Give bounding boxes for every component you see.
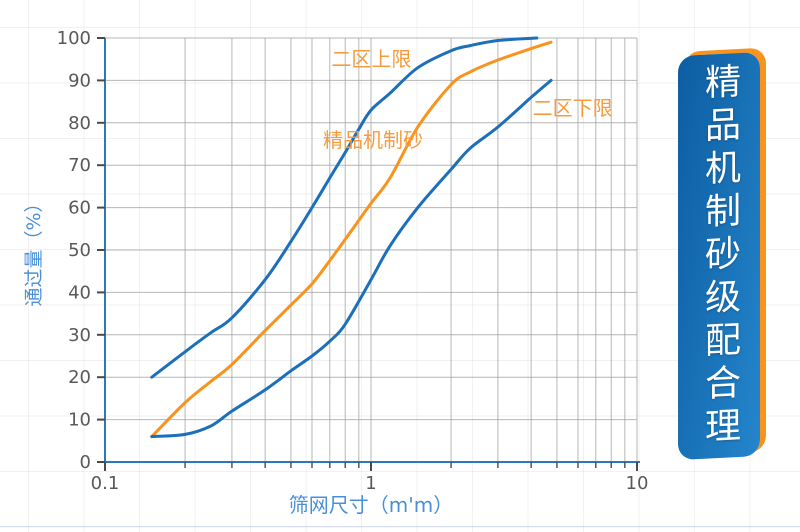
- y-tick-label: 50: [68, 240, 91, 261]
- y-tick-label: 70: [68, 155, 91, 176]
- y-tick-label: 90: [68, 70, 91, 91]
- curve-premium-machine-made-sand: [150, 40, 553, 439]
- y-tick-label: 0: [80, 452, 91, 473]
- x-axis-title: 筛网尺寸（m'm）: [289, 493, 453, 517]
- y-tick-label: 100: [57, 28, 91, 49]
- y-tick-label: 60: [68, 198, 91, 219]
- y-tick-label: 20: [68, 367, 91, 388]
- y-tick-label: 30: [68, 325, 91, 346]
- y-axis-title: 通过量（%）: [23, 193, 45, 306]
- background-baseline: [0, 526, 800, 527]
- x-tick-label: 10: [626, 473, 649, 494]
- x-tick-label: 1: [365, 473, 376, 494]
- y-tick-label: 10: [68, 410, 91, 431]
- banner-text: 精品机制砂级配合理: [699, 61, 740, 451]
- y-tick-label: 40: [68, 282, 91, 303]
- curve-zone2-lower-limit: [150, 78, 553, 439]
- x-tick-label: 0.1: [91, 473, 120, 494]
- side-banner: 精品机制砂级配合理: [678, 51, 760, 461]
- curve-zone2-upper-limit: [150, 36, 539, 379]
- curve-label: 精品机制砂: [323, 128, 423, 152]
- y-tick-label: 80: [68, 113, 91, 134]
- curve-label: 二区下限: [533, 96, 613, 120]
- curve-label: 二区上限: [331, 47, 411, 71]
